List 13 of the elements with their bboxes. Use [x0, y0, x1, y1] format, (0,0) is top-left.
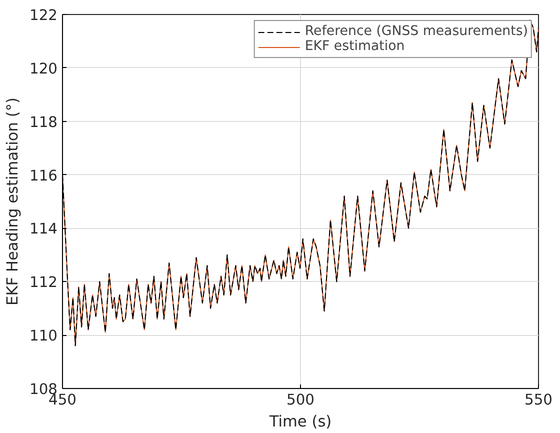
y-tick-label: 116: [30, 167, 58, 184]
y-tick-label: 122: [30, 7, 58, 24]
x-axis-title: Time (s): [268, 412, 332, 430]
legend-label: EKF estimation: [304, 39, 405, 54]
y-tick-label: 110: [30, 328, 58, 345]
legend-label: Reference (GNSS measurements): [304, 24, 528, 39]
y-tick-label: 120: [30, 60, 58, 78]
y-tick-label: 114: [30, 220, 58, 238]
y-tick-label: 118: [30, 114, 58, 131]
y-tick-label: 112: [30, 274, 58, 292]
y-axis-title: EKF Heading estimation (°): [4, 98, 22, 306]
x-tick-label: 550: [524, 392, 552, 408]
x-tick-label: 500: [286, 392, 314, 408]
